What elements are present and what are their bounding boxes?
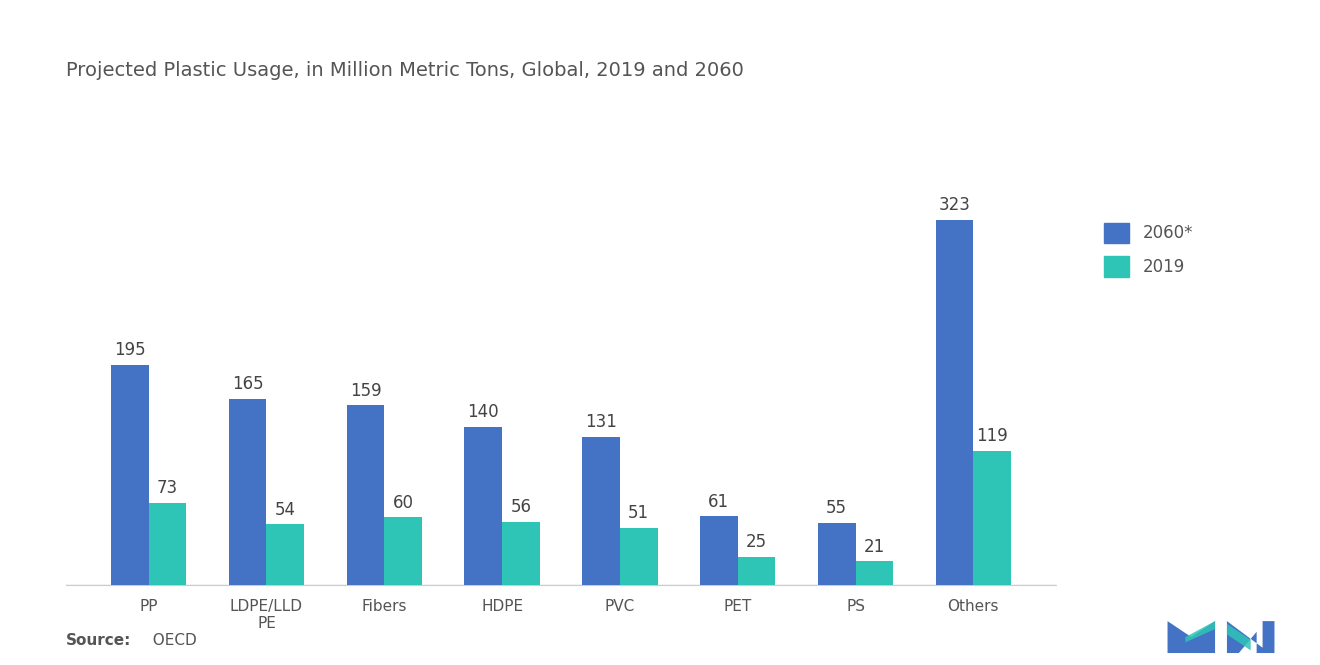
Text: 55: 55 [826,499,847,517]
Bar [973,451,1011,585]
Bar [738,557,775,585]
Bar [620,527,657,585]
Text: 56: 56 [511,498,532,516]
Bar [502,522,540,585]
Text: Projected Plastic Usage, in Million Metric Tons, Global, 2019 and 2060: Projected Plastic Usage, in Million Metr… [66,61,744,80]
Bar [855,561,894,585]
Text: 195: 195 [114,341,145,359]
Text: 119: 119 [977,427,1008,445]
Text: 54: 54 [275,501,296,519]
Text: 73: 73 [157,479,178,497]
Legend: 2060*, 2019: 2060*, 2019 [1104,223,1193,277]
Text: Source:: Source: [66,633,132,648]
Bar [149,503,186,585]
Bar [347,406,384,585]
Text: 165: 165 [232,375,264,393]
Text: 140: 140 [467,403,499,422]
Text: 25: 25 [746,533,767,551]
Text: 21: 21 [863,538,884,556]
Text: OECD: OECD [143,633,197,648]
Bar [228,398,267,585]
Text: 131: 131 [585,414,616,432]
Text: 51: 51 [628,504,649,522]
Text: 61: 61 [709,493,730,511]
Bar [582,437,620,585]
Text: 323: 323 [939,196,970,214]
Text: 159: 159 [350,382,381,400]
Bar [936,220,973,585]
Bar [818,523,855,585]
Text: 60: 60 [392,493,413,512]
Bar [384,517,422,585]
Bar [111,364,149,585]
Bar [700,516,738,585]
Bar [267,524,304,585]
Bar [465,427,502,585]
